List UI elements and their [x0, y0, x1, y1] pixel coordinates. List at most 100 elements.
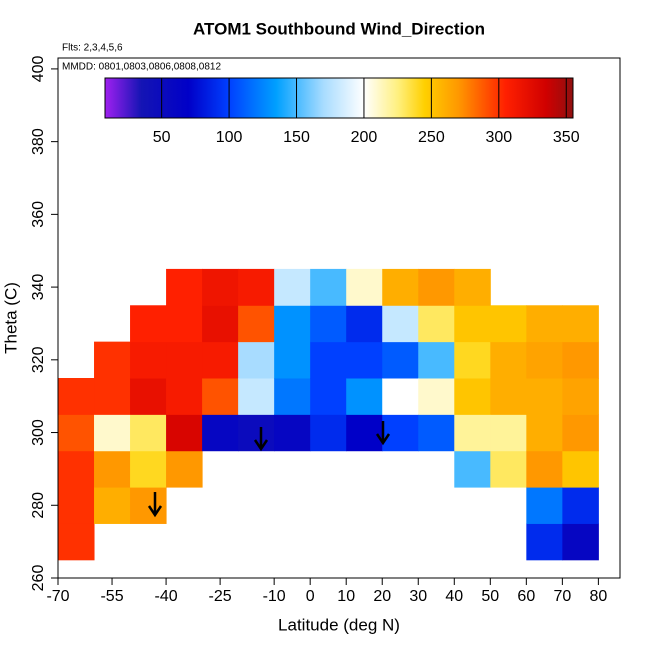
heat-cell: [202, 305, 239, 343]
colorbar-tick-label: 200: [351, 129, 378, 146]
heat-cell: [382, 305, 419, 343]
heat-cell: [454, 378, 491, 415]
heat-cell: [202, 341, 239, 379]
heat-cell: [454, 305, 491, 343]
heat-cell: [490, 378, 527, 415]
y-tick-label: 340: [30, 274, 47, 301]
heat-cell: [130, 450, 167, 488]
colorbar: [104, 77, 574, 119]
heat-cell: [454, 414, 491, 452]
heat-cell: [490, 414, 527, 452]
y-tick-label: 280: [30, 492, 47, 519]
heat-cell: [238, 305, 275, 343]
heat-cell: [418, 305, 455, 343]
heat-cell: [382, 268, 419, 306]
x-tick-label: -55: [100, 588, 123, 605]
heat-cell: [418, 341, 455, 379]
heat-cell: [562, 305, 599, 343]
heat-cell: [454, 341, 491, 379]
heat-cell: [382, 414, 419, 452]
y-tick-label: 300: [30, 419, 47, 446]
heat-cell: [94, 450, 131, 488]
heat-cell: [166, 341, 203, 379]
colorbar-tick-label: 150: [283, 129, 310, 146]
colorbar-tick-label: 50: [153, 129, 171, 146]
x-tick-label: -25: [209, 588, 232, 605]
heat-cell: [274, 305, 311, 343]
heat-cell: [58, 378, 95, 415]
x-tick-label: -10: [263, 588, 286, 605]
heat-cell: [238, 341, 275, 379]
heat-cell: [274, 341, 311, 379]
heat-cell: [382, 378, 419, 415]
heat-cell: [418, 414, 455, 452]
heat-cell: [58, 414, 95, 452]
heat-cell: [490, 305, 527, 343]
y-tick-label: 400: [30, 55, 47, 82]
heat-cell: [166, 268, 203, 306]
heat-cell: [166, 414, 203, 452]
y-tick-label: 360: [30, 201, 47, 228]
heat-cell: [418, 268, 455, 306]
heat-cell: [562, 523, 599, 561]
colorbar-tick-label: 250: [418, 129, 445, 146]
heat-cell: [562, 450, 599, 488]
heat-cell: [202, 378, 239, 415]
flights-note: Flts: 2,3,4,5,6: [62, 43, 123, 54]
heat-cell: [526, 414, 563, 452]
y-tick-label: 380: [30, 128, 47, 155]
heat-cell: [274, 414, 311, 452]
x-tick-label: 10: [337, 588, 355, 605]
heat-cell: [130, 341, 167, 379]
heat-cell: [166, 305, 203, 343]
x-tick-label: 70: [553, 588, 571, 605]
arrow: [147, 492, 163, 518]
heat-cell: [562, 487, 599, 524]
x-tick-label: 40: [445, 588, 463, 605]
heat-cell: [490, 341, 527, 379]
heatmap: [58, 268, 599, 561]
heat-cell: [526, 487, 563, 524]
heat-cell: [130, 414, 167, 452]
heat-cell: [94, 414, 131, 452]
heat-cell: [310, 378, 347, 415]
x-tick-label: -40: [155, 588, 178, 605]
heat-cell: [526, 450, 563, 488]
arrows: [147, 421, 391, 518]
heat-cell: [130, 305, 167, 343]
heat-cell: [166, 378, 203, 415]
heat-cell: [166, 450, 203, 488]
arrow: [375, 421, 391, 446]
y-tick-label: 320: [30, 346, 47, 373]
heat-cell: [238, 378, 275, 415]
heat-cell: [346, 414, 383, 452]
heat-cell: [526, 341, 563, 379]
heat-cell: [238, 268, 275, 306]
heat-cell: [562, 341, 599, 379]
x-tick-label: 80: [589, 588, 607, 605]
heat-cell: [310, 341, 347, 379]
heat-cell: [58, 523, 95, 561]
heat-cell: [238, 414, 275, 452]
heat-cell: [562, 378, 599, 415]
heat-cell: [346, 378, 383, 415]
colorbar-tick-label: 350: [553, 129, 580, 146]
x-axis-label: Latitude (deg N): [278, 615, 400, 634]
heat-cell: [454, 450, 491, 488]
heat-cell: [346, 341, 383, 379]
colorbar-tick-label: 300: [485, 129, 512, 146]
heat-cell: [274, 378, 311, 415]
x-tick-label: -70: [46, 588, 69, 605]
heat-cell: [130, 487, 167, 524]
heat-cell: [310, 414, 347, 452]
heat-cell: [310, 305, 347, 343]
heat-cell: [58, 487, 95, 524]
heat-cell: [490, 450, 527, 488]
x-tick-label: 60: [517, 588, 535, 605]
heat-cell: [94, 378, 131, 415]
heat-cell: [382, 341, 419, 379]
chart-title: ATOM1 Southbound Wind_Direction: [193, 19, 485, 38]
heat-cell: [346, 305, 383, 343]
x-tick-label: 0: [306, 588, 315, 605]
